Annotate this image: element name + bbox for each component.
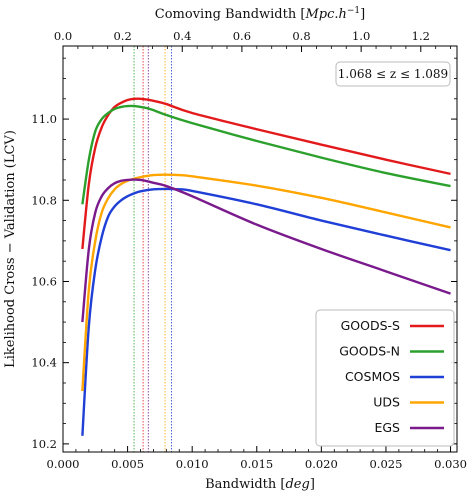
series-line-egs bbox=[81, 178, 451, 323]
legend-item-goods-s: GOODS-S bbox=[341, 318, 444, 333]
redshift-annotation: 1.068 ≤ z ≤ 1.089 bbox=[335, 61, 451, 87]
top-x-tick-label: 0.0 bbox=[54, 29, 72, 43]
legend: GOODS-S GOODS-N COSMOS UDS EGS bbox=[315, 309, 455, 447]
series-lines bbox=[81, 97, 451, 436]
x-tick-label: 0.005 bbox=[111, 457, 144, 471]
top-x-tick-label: 0.4 bbox=[173, 29, 191, 43]
x-tick-label: 0.025 bbox=[369, 457, 402, 471]
legend-label: UDS bbox=[373, 395, 400, 410]
top-x-tick-label: 0.6 bbox=[233, 29, 251, 43]
svg-text:1.068 ≤ z ≤ 1.089: 1.068 ≤ z ≤ 1.089 bbox=[338, 67, 448, 81]
top-x-tick-label: 1.0 bbox=[352, 29, 370, 43]
legend-item-egs: EGS bbox=[374, 420, 444, 435]
legend-label: COSMOS bbox=[345, 369, 400, 384]
axis-ticks: 0.000 0.005 0.010 0.015 0.020 0.025 0.030 10.2 1… bbox=[31, 29, 467, 471]
x-axis-label: Bandwidth [deg] bbox=[205, 477, 315, 492]
top-x-tick-label: 1.2 bbox=[412, 29, 430, 43]
y-tick-label: 10.2 bbox=[31, 437, 57, 451]
x-tick-label: 0.015 bbox=[240, 457, 273, 471]
series-line-uds bbox=[81, 173, 451, 392]
series-line-goods-n bbox=[81, 104, 451, 205]
x-tick-label: 0.020 bbox=[305, 457, 338, 471]
y-tick-label: 10.6 bbox=[31, 274, 57, 288]
series-line-cosmos bbox=[81, 187, 451, 436]
y-tick-label: 10.8 bbox=[31, 193, 57, 207]
legend-item-uds: UDS bbox=[373, 395, 444, 410]
y-axis-label: Likelihood Cross − Validation (LCV) bbox=[3, 130, 18, 368]
legend-label: GOODS-N bbox=[339, 344, 400, 359]
legend-item-cosmos: COSMOS bbox=[345, 369, 444, 384]
legend-label: GOODS-S bbox=[341, 318, 400, 333]
plot-frame bbox=[62, 45, 458, 453]
y-tick-label: 10.4 bbox=[31, 356, 57, 370]
series-line-goods-s bbox=[81, 97, 451, 250]
top-x-axis-label: Comoving Bandwidth [Mpc.h−1] bbox=[155, 6, 365, 22]
x-tick-label: 0.010 bbox=[176, 457, 209, 471]
x-tick-label: 0.000 bbox=[47, 457, 80, 471]
top-x-tick-label: 0.8 bbox=[292, 29, 310, 43]
x-tick-label: 0.030 bbox=[434, 457, 467, 471]
y-tick-label: 11.0 bbox=[31, 112, 57, 126]
legend-label: EGS bbox=[374, 420, 400, 435]
top-x-tick-label: 0.2 bbox=[113, 29, 131, 43]
legend-item-goods-n: GOODS-N bbox=[339, 344, 444, 359]
